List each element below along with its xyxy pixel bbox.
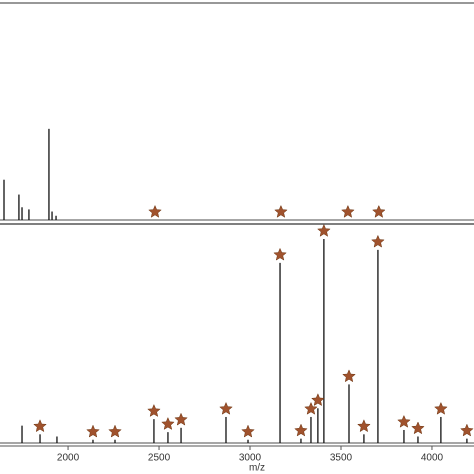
peak-marker — [33, 419, 47, 433]
peak-marker — [434, 401, 448, 415]
peak-marker — [148, 204, 162, 218]
x-tick-label: 3500 — [330, 453, 353, 464]
peak-marker — [304, 401, 318, 415]
x-tick-label: 2500 — [148, 453, 171, 464]
x-tick-label: 2000 — [57, 453, 80, 464]
peak-marker — [147, 403, 161, 417]
peak-marker — [219, 401, 233, 415]
peak-marker — [411, 421, 425, 435]
peak-marker — [460, 423, 474, 437]
x-axis-label: m/z — [249, 463, 265, 474]
peak-marker — [357, 419, 371, 433]
x-tick-label: 3000 — [239, 453, 262, 464]
peak-marker — [274, 204, 288, 218]
peak-marker — [371, 234, 385, 248]
peak-marker — [241, 424, 255, 438]
peak-marker — [397, 414, 411, 428]
peak-marker — [342, 369, 356, 383]
peak-marker — [86, 424, 100, 438]
peak-marker — [108, 424, 122, 438]
peak-marker — [273, 247, 287, 261]
peak-marker — [311, 393, 325, 407]
x-tick-label: 4000 — [421, 453, 444, 464]
peak-marker — [174, 412, 188, 426]
peak-marker — [372, 204, 386, 218]
peak-marker — [341, 204, 355, 218]
peak-marker — [317, 223, 331, 237]
peak-marker — [161, 416, 175, 430]
peak-marker — [294, 423, 308, 437]
